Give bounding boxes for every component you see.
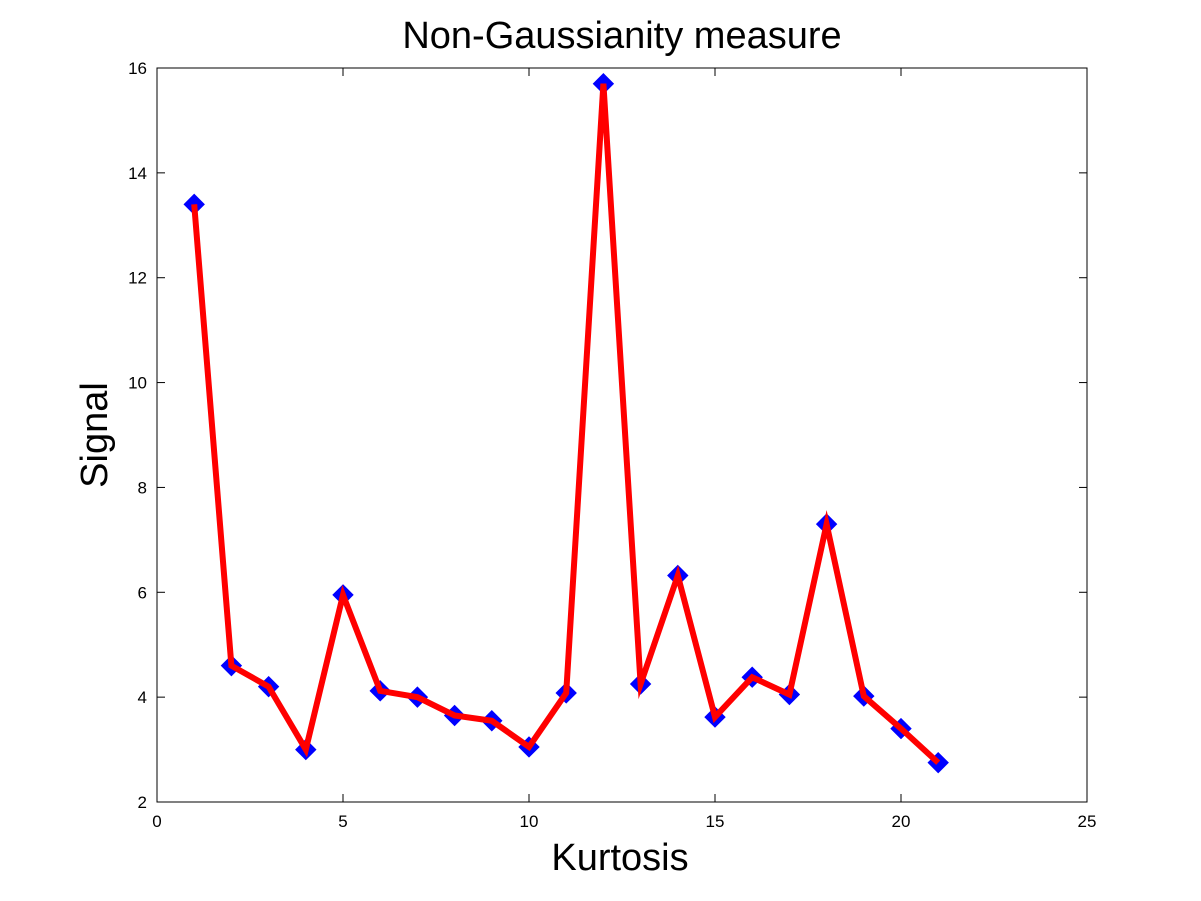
y-tick-label: 10	[128, 374, 147, 393]
series-layer	[183, 73, 949, 774]
x-tick-label: 5	[338, 812, 347, 831]
axis-ticks: 0 5 10 15 20 25 2 4 6 8 10 12 14 16	[128, 59, 1096, 831]
x-tick-label: 0	[152, 812, 161, 831]
x-tick-label: 10	[520, 812, 539, 831]
chart-title: Non-Gaussianity measure	[402, 15, 841, 57]
y-tick-label: 12	[128, 269, 147, 288]
series-line	[191, 83, 941, 765]
y-tick-label: 16	[128, 59, 147, 78]
x-tick-label: 25	[1078, 812, 1097, 831]
y-tick-label: 14	[128, 164, 147, 183]
x-axis-title: Kurtosis	[551, 837, 688, 879]
y-tick-label: 8	[138, 478, 147, 497]
y-tick-label: 2	[138, 793, 147, 812]
x-tick-label: 20	[892, 812, 911, 831]
y-tick-label: 4	[138, 688, 147, 707]
x-tick-label: 15	[706, 812, 725, 831]
plot-area	[156, 67, 1088, 803]
y-tick-label: 6	[138, 583, 147, 602]
y-axis-title: Signal	[74, 382, 116, 488]
